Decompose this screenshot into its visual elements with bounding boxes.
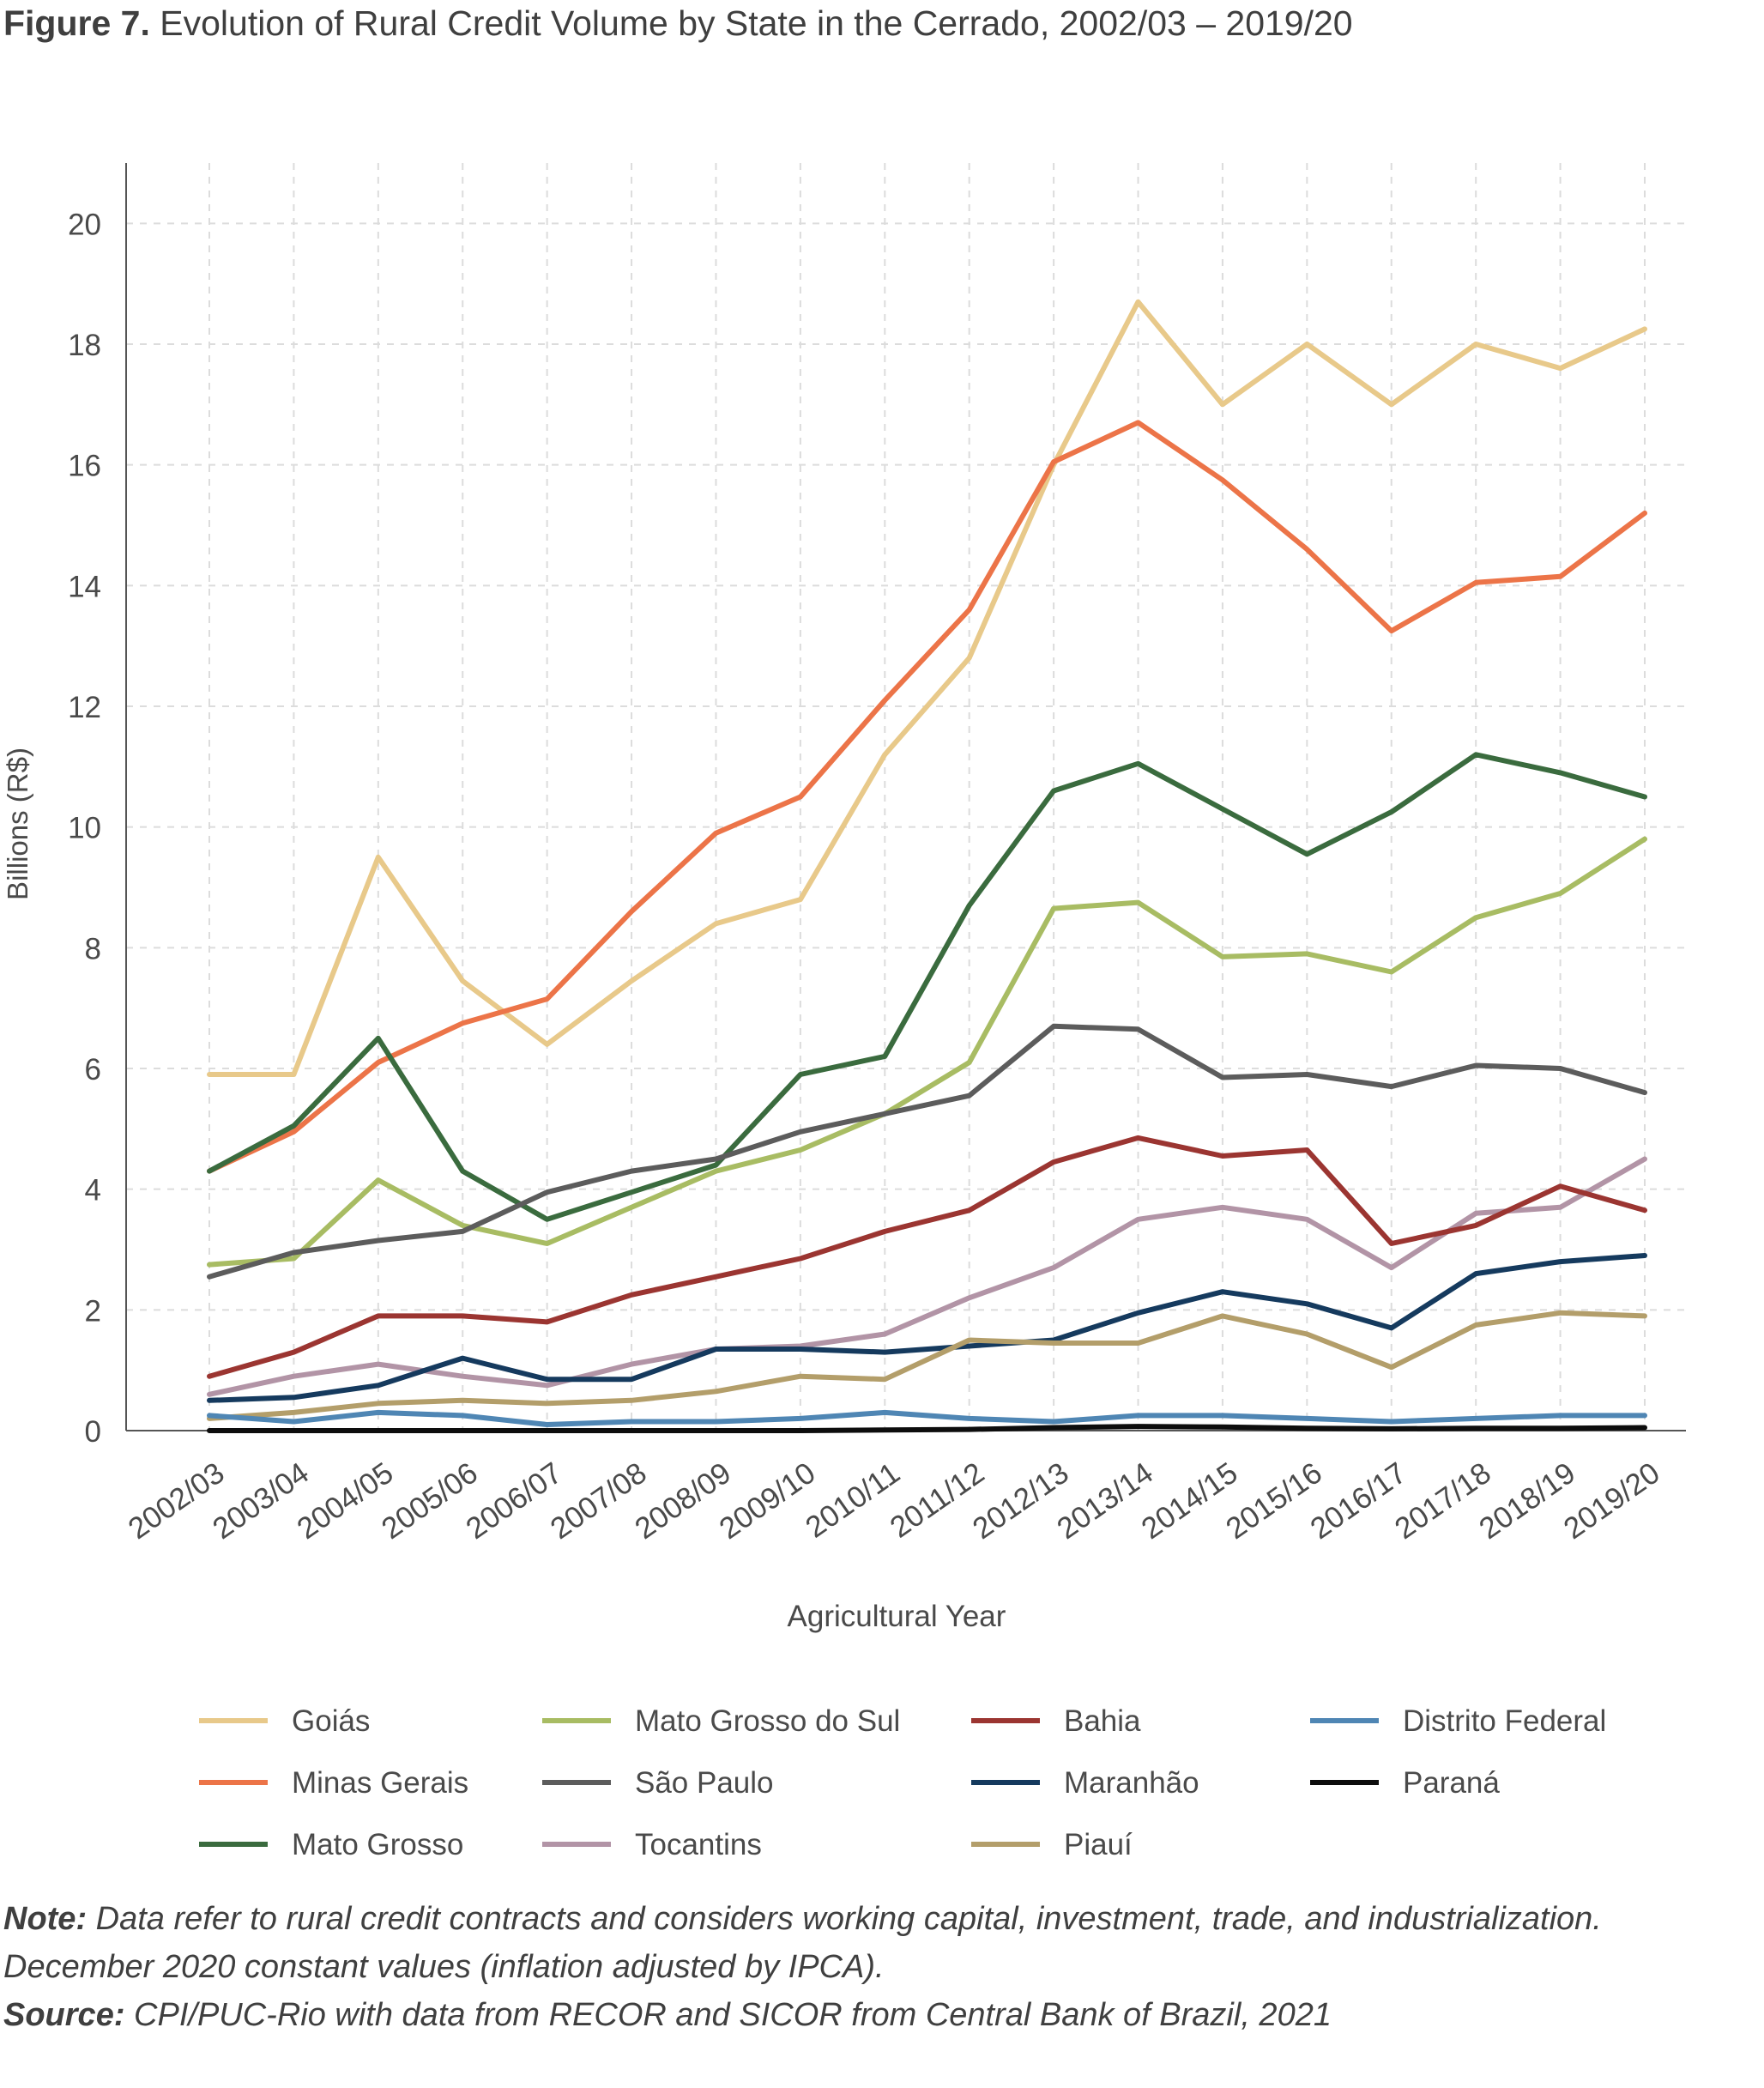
legend-label: Tocantins (635, 1828, 762, 1861)
y-tick-label: 16 (68, 450, 101, 483)
legend-item-goias: Goiás (199, 1704, 370, 1738)
legend-item-minas-gerais: Minas Gerais (199, 1766, 468, 1800)
x-tick-label: 2012/13 (967, 1456, 1075, 1546)
y-tick-label: 20 (68, 208, 101, 241)
legend-item-mato-grosso: Mato Grosso (199, 1828, 463, 1861)
legend: Goiás Minas Gerais Mato Grosso Mato Grosso … (199, 1704, 1606, 1861)
y-axis-title: Billions (R$) (2, 747, 33, 900)
note-label: Note: (3, 1901, 88, 1937)
legend-label: Paraná (1403, 1766, 1500, 1800)
figure-title-text: Evolution of Rural Credit Volume by Stat… (160, 3, 1353, 43)
legend-label: Maranhão (1064, 1766, 1199, 1800)
note-line-1: Note: Data refer to rural credit contrac… (3, 1895, 1754, 1943)
x-tick-label: 2004/05 (291, 1456, 399, 1546)
grid-lines (126, 163, 1686, 1431)
x-tick-label: 2003/04 (207, 1456, 315, 1546)
y-tick-label: 0 (85, 1415, 101, 1449)
legend-item-piaui: Piauí (971, 1828, 1133, 1861)
legend-label: Piauí (1064, 1828, 1133, 1861)
x-tick-label: 2018/19 (1473, 1456, 1581, 1546)
y-tick-label: 10 (68, 812, 101, 845)
series-line-sao-paulo (207, 1023, 1647, 1280)
line-chart: 024681012141618202002/032003/042004/0520… (2, 163, 1686, 1861)
legend-label: Minas Gerais (292, 1766, 468, 1800)
y-tick-label: 4 (85, 1174, 101, 1207)
x-tick-label: 2019/20 (1558, 1456, 1666, 1546)
legend-item-mato-grosso-do-sul: Mato Grosso do Sul (542, 1704, 900, 1738)
figure-title: Figure 7. Evolution of Rural Credit Volu… (3, 0, 1353, 46)
y-tick-label: 18 (68, 329, 101, 362)
legend-item-maranhao: Maranhão (971, 1766, 1199, 1800)
legend-label: São Paulo (635, 1766, 774, 1800)
source-line: Source: CPI/PUC-Rio with data from RECOR… (3, 1991, 1754, 2039)
axes (125, 163, 1686, 1431)
x-tick-label: 2008/09 (629, 1456, 737, 1546)
legend-label: Mato Grosso do Sul (635, 1704, 900, 1738)
y-tick-label: 2 (85, 1294, 101, 1328)
series-line-parana (207, 1424, 1647, 1433)
x-tick-label: 2016/17 (1304, 1456, 1412, 1546)
source-text: CPI/PUC-Rio with data from RECOR and SIC… (134, 1997, 1332, 2033)
legend-item-sao-paulo: São Paulo (542, 1766, 774, 1800)
legend-label: Mato Grosso (292, 1828, 463, 1861)
y-tick-label: 12 (68, 691, 101, 724)
x-tick-label: 2014/15 (1136, 1456, 1244, 1546)
legend-item-bahia: Bahia (971, 1704, 1141, 1738)
x-tick-label: 2009/10 (713, 1456, 821, 1546)
x-tick-label: 2010/11 (800, 1456, 906, 1545)
series-line-bahia (207, 1135, 1647, 1379)
x-tick-label: 2005/06 (376, 1456, 484, 1546)
series-line-piaui (207, 1310, 1647, 1421)
series-lines (207, 299, 1647, 1433)
x-tick-label: 2002/03 (123, 1456, 231, 1546)
series-line-mato-grosso (207, 752, 1647, 1222)
legend-item-distrito-federal: Distrito Federal (1310, 1704, 1606, 1738)
x-axis-title: Agricultural Year (788, 1600, 1006, 1633)
note-text-1: Data refer to rural credit contracts and… (95, 1901, 1602, 1937)
note-line-2: December 2020 constant values (inflation… (3, 1943, 1754, 1991)
x-tick-label: 2013/14 (1051, 1456, 1159, 1546)
x-tick-label: 2007/08 (545, 1456, 653, 1546)
notes-block: Note: Data refer to rural credit contrac… (3, 1895, 1754, 2039)
legend-item-tocantins: Tocantins (542, 1828, 762, 1861)
x-tick-label: 2015/16 (1220, 1456, 1328, 1546)
x-tick-label: 2017/18 (1389, 1456, 1497, 1546)
series-line-mato-grosso-do-sul (207, 836, 1647, 1268)
x-tick-label: 2011/12 (884, 1456, 990, 1545)
y-tick-label: 14 (68, 570, 101, 603)
x-tick-label: 2006/07 (460, 1456, 568, 1546)
series-line-distrito-federal (207, 1409, 1647, 1427)
legend-label: Bahia (1064, 1704, 1141, 1738)
series-line-minas-gerais (207, 420, 1647, 1174)
series-line-goias (207, 299, 1647, 1077)
y-tick-label: 6 (85, 1053, 101, 1086)
note-text-2: December 2020 constant values (inflation… (3, 1949, 885, 1985)
legend-label: Goiás (292, 1704, 370, 1738)
figure-label: Figure 7. (3, 3, 150, 43)
series-line-tocantins (207, 1156, 1647, 1397)
legend-item-parana: Paraná (1310, 1766, 1500, 1800)
source-label: Source: (3, 1997, 125, 2033)
series-line-maranhao (207, 1253, 1647, 1403)
legend-label: Distrito Federal (1403, 1704, 1606, 1738)
y-tick-label: 8 (85, 932, 101, 965)
